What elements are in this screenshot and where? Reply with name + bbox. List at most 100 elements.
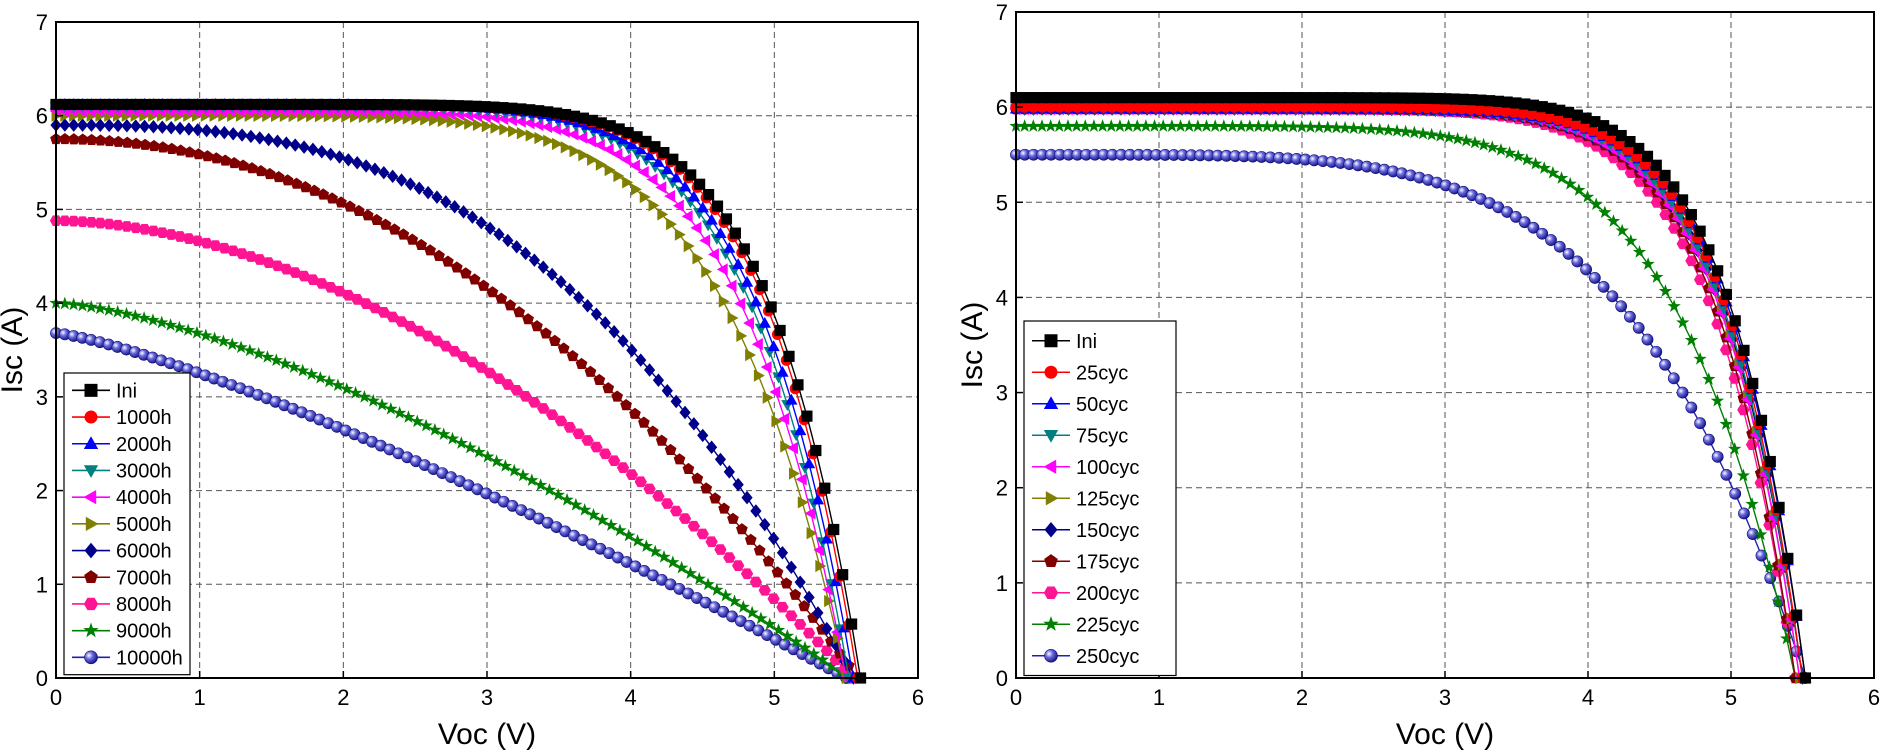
point-Ini: [1396, 92, 1408, 104]
point-225cyc: [1035, 119, 1049, 132]
point-9000h: [525, 473, 539, 487]
point-6000h: [537, 260, 549, 274]
point-9000h: [586, 508, 601, 521]
point-7000h: [94, 134, 107, 146]
point-225cyc: [1702, 372, 1716, 385]
point-7000h: [522, 313, 534, 325]
point-250cyc: [1588, 272, 1601, 284]
legend-item: 25cyc: [1032, 362, 1128, 384]
point-7000h: [121, 136, 134, 148]
point-Ini: [68, 98, 80, 111]
legend-item: 150cyc: [1032, 520, 1139, 542]
point-Ini: [1369, 92, 1382, 104]
point-7000h: [263, 167, 276, 180]
legend-label: 10000h: [116, 647, 183, 669]
point-7000h: [388, 223, 401, 235]
point-25cyc: [1193, 101, 1206, 113]
point-9000h: [454, 436, 468, 449]
point-Ini: [363, 99, 375, 111]
point-6000h: [333, 150, 346, 164]
point-6000h: [741, 490, 753, 505]
point-7000h: [611, 390, 624, 402]
point-9000h: [472, 445, 486, 458]
point-6000h: [502, 233, 514, 248]
point-Ini: [1431, 92, 1443, 105]
point-Ini: [783, 350, 795, 362]
point-Ini: [1361, 92, 1373, 104]
point-25cyc: [1158, 101, 1171, 113]
point-8000h: [670, 505, 683, 517]
point-225cyc: [1563, 176, 1577, 190]
point-Ini: [1141, 92, 1154, 104]
point-8000h: [156, 227, 169, 238]
legend-item: Ini: [1032, 331, 1097, 353]
x-tick-label: 0: [1010, 685, 1022, 710]
point-9000h: [102, 303, 116, 316]
point-225cyc: [1078, 119, 1092, 132]
x-axis-label: Voc (V): [438, 718, 536, 751]
point-9000h: [119, 306, 134, 320]
point-7000h: [531, 320, 543, 332]
point-6000h: [635, 353, 647, 367]
point-8000h: [85, 216, 98, 228]
point-9000h: [463, 440, 477, 454]
point-200cyc: [1763, 519, 1776, 531]
point-Ini: [390, 99, 402, 111]
point-225cyc: [1407, 125, 1421, 139]
point-8000h: [386, 311, 399, 323]
point-5000h: [525, 129, 537, 142]
point-225cyc: [1373, 122, 1387, 136]
point-225cyc: [1121, 119, 1136, 132]
point-8000h: [111, 219, 125, 231]
point-Ini: [470, 100, 482, 112]
point-6000h: [387, 169, 399, 184]
point-9000h: [754, 611, 768, 625]
point-2000h: [723, 241, 736, 253]
point-7000h: [486, 286, 499, 298]
point-25cyc: [1473, 103, 1485, 116]
point-Ini: [1159, 92, 1171, 104]
point-Ini: [1334, 92, 1347, 104]
point-Ini: [130, 98, 143, 111]
point-7000h: [548, 334, 561, 346]
point-2000h: [670, 171, 683, 183]
point-25cyc: [1054, 101, 1066, 113]
point-7000h: [272, 171, 285, 183]
point-8000h: [430, 335, 444, 347]
point-7000h: [85, 133, 98, 145]
point-9000h: [304, 367, 319, 381]
point-6000h: [599, 316, 611, 330]
point-Ini: [676, 161, 688, 173]
legend-label: 250cyc: [1076, 646, 1139, 668]
point-6000h: [679, 405, 691, 420]
chart-right: 0 1 2 3 4 5 6 0 1 2 3 4 5 6 7 Voc (V) Isc (A) Ini 25cyc 50c…: [956, 0, 1880, 751]
point-4000h: [646, 173, 658, 186]
point-9000h: [287, 360, 301, 373]
point-Ini: [1194, 92, 1206, 104]
point-7000h: [442, 255, 454, 267]
legend-marker: [1043, 396, 1059, 409]
point-25cyc: [1027, 101, 1040, 113]
point-25cyc: [1412, 102, 1424, 114]
point-225cyc: [1736, 468, 1751, 482]
point-7000h: [655, 434, 668, 446]
point-25cyc: [1447, 102, 1459, 115]
point-5000h: [789, 467, 800, 480]
y-tick-label: 2: [996, 476, 1008, 501]
point-5000h: [622, 176, 634, 189]
point-6000h: [528, 253, 541, 267]
point-25cyc: [1307, 101, 1319, 113]
point-250cyc: [1580, 263, 1592, 276]
point-9000h: [93, 301, 107, 315]
point-7000h: [352, 204, 365, 216]
point-Ini: [1229, 92, 1241, 104]
point-5000h: [709, 279, 721, 293]
point-Ini: [819, 482, 831, 494]
point-25cyc: [1124, 101, 1136, 113]
point-8000h: [537, 403, 550, 414]
point-8000h: [351, 294, 364, 305]
legend-marker: [83, 465, 99, 478]
legend-marker: [1043, 430, 1059, 443]
point-6000h: [183, 122, 195, 136]
point-6000h: [431, 190, 443, 204]
